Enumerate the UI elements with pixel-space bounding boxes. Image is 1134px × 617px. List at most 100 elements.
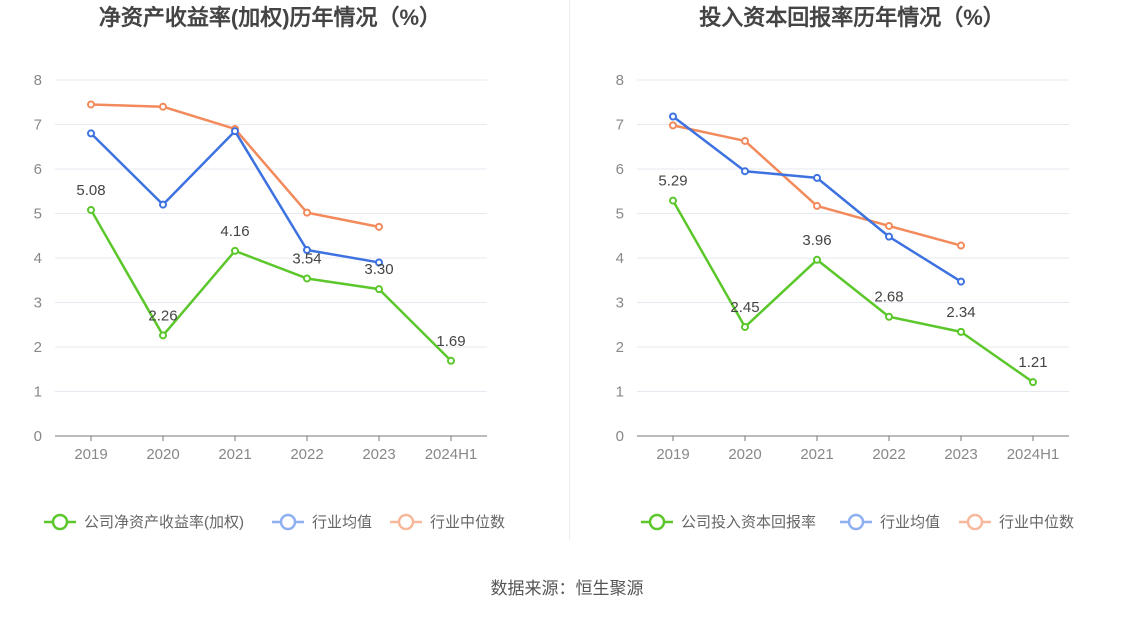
y-tick-label: 3 (616, 295, 624, 312)
x-tick-label: 2023 (362, 446, 395, 463)
data-point (303, 274, 311, 283)
y-tick-label: 6 (34, 161, 42, 178)
data-label: 2.45 (730, 299, 759, 316)
x-tick-label: 2020 (728, 446, 761, 463)
legend-swatch-marker (648, 513, 666, 531)
x-tick-label: 2022 (290, 446, 323, 463)
legend-item: 行业中位数 (390, 513, 505, 531)
legend-item: 公司投入资本回报率 (641, 513, 816, 531)
data-point (303, 208, 311, 217)
data-point (741, 322, 749, 331)
data-point (231, 127, 239, 136)
y-tick-label: 1 (616, 384, 624, 401)
legend-item: 行业均值 (272, 513, 372, 531)
y-tick-label: 0 (616, 428, 624, 445)
y-tick-label: 8 (34, 72, 42, 89)
data-point (87, 205, 95, 214)
legend-swatch-marker (279, 513, 297, 531)
y-tick-label: 1 (34, 384, 42, 401)
y-tick-label: 8 (616, 72, 624, 89)
data-label: 3.54 (292, 250, 321, 267)
y-tick-label: 2 (34, 339, 42, 356)
data-point (669, 196, 677, 205)
x-tick-label: 2021 (218, 446, 251, 463)
data-point (375, 285, 383, 294)
data-label: 2.26 (148, 307, 177, 324)
data-point (885, 232, 893, 241)
y-tick-label: 4 (34, 250, 42, 267)
data-point (375, 222, 383, 231)
data-point (231, 246, 239, 255)
data-point (375, 258, 383, 267)
chart-1: 净资产收益率(加权)历年情况（%） 0 1 2 3 4 5 6 7 8 2019 2020 2021 20… (34, 5, 505, 531)
data-point (957, 241, 965, 250)
data-label: 2.34 (946, 304, 975, 321)
data-point (957, 277, 965, 286)
legend-label: 行业均值 (312, 514, 372, 531)
x-tick-label: 2019 (74, 446, 107, 463)
data-label: 3.96 (802, 232, 831, 249)
x-tick-label: 2024H1 (425, 446, 478, 463)
x-tick-label: 2022 (872, 446, 905, 463)
legend-label: 行业中位数 (999, 514, 1074, 531)
data-point (1029, 378, 1037, 387)
data-point (87, 100, 95, 109)
data-label: 5.08 (76, 182, 105, 199)
x-tick-label: 2020 (146, 446, 179, 463)
data-point (303, 245, 311, 254)
legend-label: 公司净资产收益率(加权) (84, 514, 244, 531)
x-tick-label: 2019 (656, 446, 689, 463)
data-point (159, 102, 167, 111)
chart-title: 投入资本回报率历年情况（%） (699, 5, 1005, 30)
y-tick-label: 7 (616, 117, 624, 134)
data-point (159, 200, 167, 209)
y-tick-label: 0 (34, 428, 42, 445)
legend-item: 行业中位数 (959, 513, 1074, 531)
data-point (957, 327, 965, 336)
legend-item: 公司净资产收益率(加权) (44, 513, 244, 531)
data-point (741, 167, 749, 176)
chart-title: 净资产收益率(加权)历年情况（%） (99, 5, 441, 30)
data-point (669, 121, 677, 130)
legend-swatch-marker (397, 513, 415, 531)
legend-item: 行业均值 (840, 513, 940, 531)
data-label: 2.68 (874, 289, 903, 306)
x-tick-label: 2024H1 (1007, 446, 1060, 463)
y-tick-label: 5 (34, 206, 42, 223)
chart-divider (569, 0, 570, 540)
series-line (671, 199, 1034, 384)
data-point (813, 201, 821, 210)
legend-swatch-marker (966, 513, 984, 531)
data-point (885, 221, 893, 230)
y-tick-label: 7 (34, 117, 42, 134)
legend-swatch-marker (51, 513, 69, 531)
x-tick-label: 2023 (944, 446, 977, 463)
x-tick-label: 2021 (800, 446, 833, 463)
data-label: 3.30 (364, 261, 393, 278)
data-point (741, 136, 749, 145)
data-label: 4.16 (220, 223, 249, 240)
data-point (447, 356, 455, 365)
data-label: 1.69 (436, 333, 465, 350)
y-tick-label: 4 (616, 250, 624, 267)
data-source: 数据来源：恒生聚源 (490, 579, 644, 598)
data-label: 1.21 (1018, 354, 1047, 371)
series-line (672, 124, 962, 247)
data-point (87, 129, 95, 138)
y-tick-label: 2 (616, 339, 624, 356)
chart-2: 投入资本回报率历年情况（%） 0 1 2 3 4 5 6 7 8 2019 2020 2021 2022 2… (616, 5, 1074, 531)
data-label: 5.29 (658, 173, 687, 190)
legend-label: 行业均值 (880, 514, 940, 531)
legend-label: 公司投入资本回报率 (681, 514, 816, 531)
series-line (89, 209, 452, 362)
series-line (90, 103, 380, 229)
y-tick-label: 6 (616, 161, 624, 178)
data-point (813, 255, 821, 264)
legend-swatch-marker (847, 513, 865, 531)
data-point (885, 312, 893, 321)
y-tick-label: 5 (616, 206, 624, 223)
data-point (159, 331, 167, 340)
legend-label: 行业中位数 (430, 514, 505, 531)
